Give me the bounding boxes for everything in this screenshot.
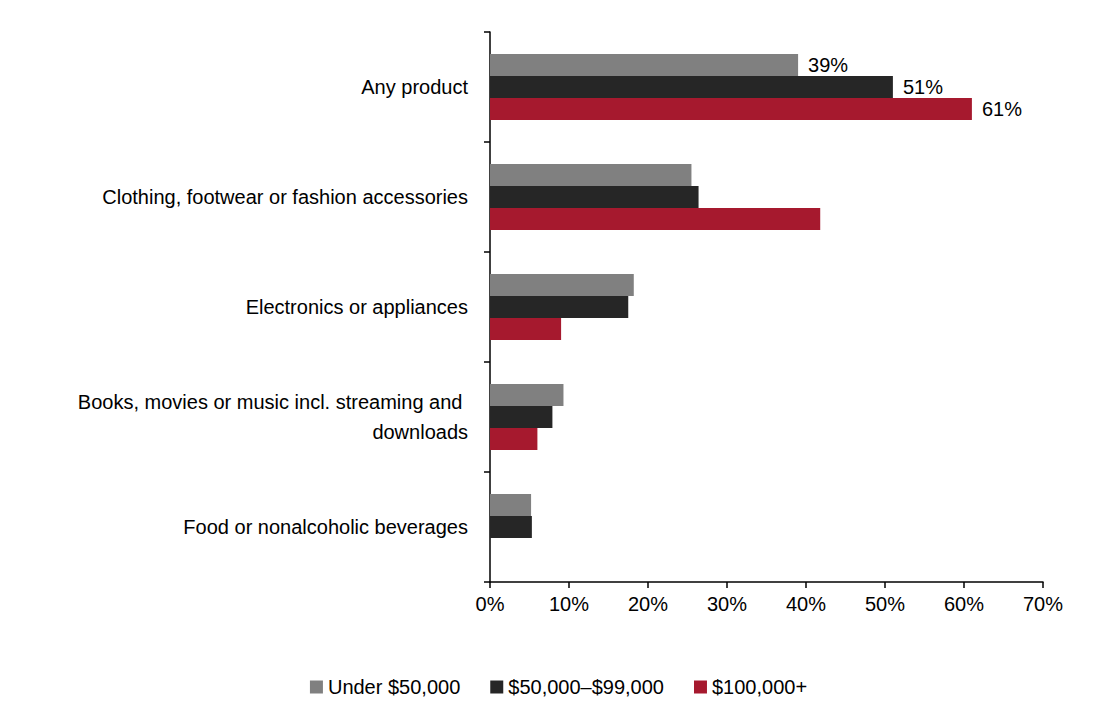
svg-text:Clothing, footwear or fashion: Clothing, footwear or fashion accessorie… — [102, 186, 468, 208]
svg-text:51%: 51% — [903, 76, 943, 98]
svg-text:30%: 30% — [707, 593, 747, 615]
svg-text:40%: 40% — [786, 593, 826, 615]
svg-text:50%: 50% — [865, 593, 905, 615]
svg-text:$100,000+: $100,000+ — [712, 676, 807, 698]
svg-text:Books, movies or music incl. s: Books, movies or music incl. streaming a… — [78, 391, 468, 413]
svg-text:61%: 61% — [982, 98, 1022, 120]
svg-text:downloads: downloads — [372, 421, 468, 443]
svg-text:0%: 0% — [476, 593, 505, 615]
svg-text:Under $50,000: Under $50,000 — [328, 676, 460, 698]
svg-text:Electronics or appliances: Electronics or appliances — [246, 296, 468, 318]
svg-text:20%: 20% — [628, 593, 668, 615]
svg-text:70%: 70% — [1023, 593, 1063, 615]
svg-text:60%: 60% — [944, 593, 984, 615]
svg-text:39%: 39% — [808, 54, 848, 76]
svg-text:Any product: Any product — [361, 76, 468, 98]
svg-text:$50,000–$99,000: $50,000–$99,000 — [508, 676, 664, 698]
svg-text:Food or nonalcoholic beverages: Food or nonalcoholic beverages — [183, 516, 468, 538]
svg-text:10%: 10% — [549, 593, 589, 615]
